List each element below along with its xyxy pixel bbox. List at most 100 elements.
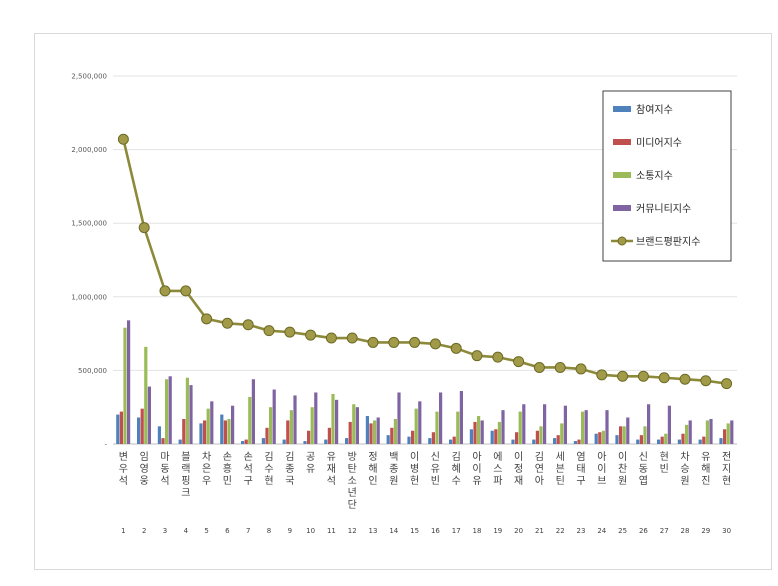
bar-소통지수 bbox=[185, 377, 189, 444]
bar-소통지수 bbox=[206, 408, 210, 444]
x-rank-label: 5 bbox=[204, 527, 208, 535]
x-rank-label: 20 bbox=[514, 527, 523, 535]
bar-참여지수 bbox=[137, 417, 141, 444]
bar-참여지수 bbox=[157, 426, 161, 444]
bar-커뮤니티지수 bbox=[667, 405, 671, 444]
bar-미디어지수 bbox=[286, 420, 290, 444]
x-rank-label: 17 bbox=[452, 527, 461, 535]
bar-미디어지수 bbox=[577, 439, 581, 444]
x-rank-label: 14 bbox=[389, 527, 398, 535]
bar-소통지수 bbox=[456, 411, 460, 444]
bar-참여지수 bbox=[469, 429, 473, 444]
bar-참여지수 bbox=[573, 441, 577, 444]
bar-커뮤니티지수 bbox=[168, 376, 172, 444]
line-point bbox=[721, 378, 733, 390]
legend-swatch bbox=[613, 139, 631, 145]
line-point bbox=[284, 326, 296, 338]
legend-swatch bbox=[613, 172, 631, 178]
bar-미디어지수 bbox=[244, 439, 248, 444]
bar-참여지수 bbox=[553, 438, 557, 444]
bar-미디어지수 bbox=[307, 430, 311, 444]
x-rank-label: 7 bbox=[246, 527, 250, 535]
bar-커뮤니티지수 bbox=[522, 404, 526, 444]
brand-reputation-chart: - 500,000 1,000,000 1,500,000 2,000,000 2,500… bbox=[71, 73, 737, 535]
bar-소통지수 bbox=[685, 424, 689, 444]
bar-미디어지수 bbox=[723, 429, 727, 444]
bar-참여지수 bbox=[220, 414, 224, 444]
bar-참여지수 bbox=[345, 438, 349, 444]
bar-미디어지수 bbox=[473, 421, 477, 444]
line-point bbox=[533, 361, 545, 373]
x-rank-label: 19 bbox=[493, 527, 502, 535]
bar-미디어지수 bbox=[223, 420, 227, 444]
x-rank-label: 12 bbox=[348, 527, 357, 535]
bar-미디어지수 bbox=[702, 436, 706, 444]
legend-label: 미디어지수 bbox=[636, 137, 682, 149]
bar-참여지수 bbox=[636, 439, 640, 444]
bar-미디어지수 bbox=[639, 435, 643, 444]
bar-소통지수 bbox=[352, 404, 356, 444]
x-rank-label: 9 bbox=[288, 527, 292, 535]
bar-미디어지수 bbox=[411, 430, 415, 444]
line-point bbox=[221, 317, 233, 329]
line-point bbox=[658, 372, 670, 384]
bar-소통지수 bbox=[310, 407, 314, 444]
bar-커뮤니티지수 bbox=[397, 392, 401, 444]
bar-미디어지수 bbox=[203, 420, 207, 444]
bar-참여지수 bbox=[698, 439, 702, 444]
y-tick-label: 500,000 bbox=[78, 367, 107, 375]
legend-box bbox=[602, 90, 732, 262]
bar-커뮤니티지수 bbox=[626, 417, 630, 444]
bar-참여지수 bbox=[719, 438, 723, 444]
bar-참여지수 bbox=[532, 439, 536, 444]
bar-소통지수 bbox=[331, 393, 335, 444]
line-point bbox=[263, 325, 275, 337]
bar-소통지수 bbox=[123, 327, 127, 444]
bar-소통지수 bbox=[477, 416, 481, 444]
bar-미디어지수 bbox=[535, 430, 539, 444]
bar-소통지수 bbox=[497, 421, 501, 444]
y-tick-label: 1,000,000 bbox=[71, 293, 107, 301]
legend-swatch bbox=[613, 205, 631, 211]
bar-미디어지수 bbox=[265, 427, 269, 444]
bar-미디어지수 bbox=[515, 432, 519, 444]
bar-참여지수 bbox=[386, 435, 390, 444]
line-point bbox=[346, 332, 358, 344]
bar-소통지수 bbox=[269, 407, 273, 444]
bar-커뮤니티지수 bbox=[501, 410, 505, 444]
bar-커뮤니티지수 bbox=[459, 391, 463, 444]
bar-소통지수 bbox=[518, 411, 522, 444]
bar-참여지수 bbox=[178, 439, 182, 444]
bar-미디어지수 bbox=[182, 418, 186, 444]
x-rank-label: 28 bbox=[681, 527, 690, 535]
legend-label: 참여지수 bbox=[636, 104, 673, 116]
bar-참여지수 bbox=[615, 435, 619, 444]
bar-참여지수 bbox=[511, 439, 515, 444]
bar-커뮤니티지수 bbox=[251, 379, 255, 444]
x-rank-label: 6 bbox=[225, 527, 230, 535]
bar-커뮤니티지수 bbox=[543, 404, 547, 444]
line-point bbox=[700, 375, 712, 387]
x-rank-label: 4 bbox=[184, 527, 189, 535]
x-rank-label: 2 bbox=[142, 527, 146, 535]
bar-커뮤니티지수 bbox=[293, 395, 297, 444]
x-rank-label: 8 bbox=[267, 527, 271, 535]
bar-커뮤니티지수 bbox=[335, 399, 339, 444]
bar-소통지수 bbox=[435, 411, 439, 444]
x-rank-label: 24 bbox=[597, 527, 606, 535]
bar-참여지수 bbox=[241, 441, 245, 444]
line-point bbox=[388, 336, 400, 348]
bar-커뮤니티지수 bbox=[418, 401, 422, 444]
bar-참여지수 bbox=[449, 439, 453, 444]
